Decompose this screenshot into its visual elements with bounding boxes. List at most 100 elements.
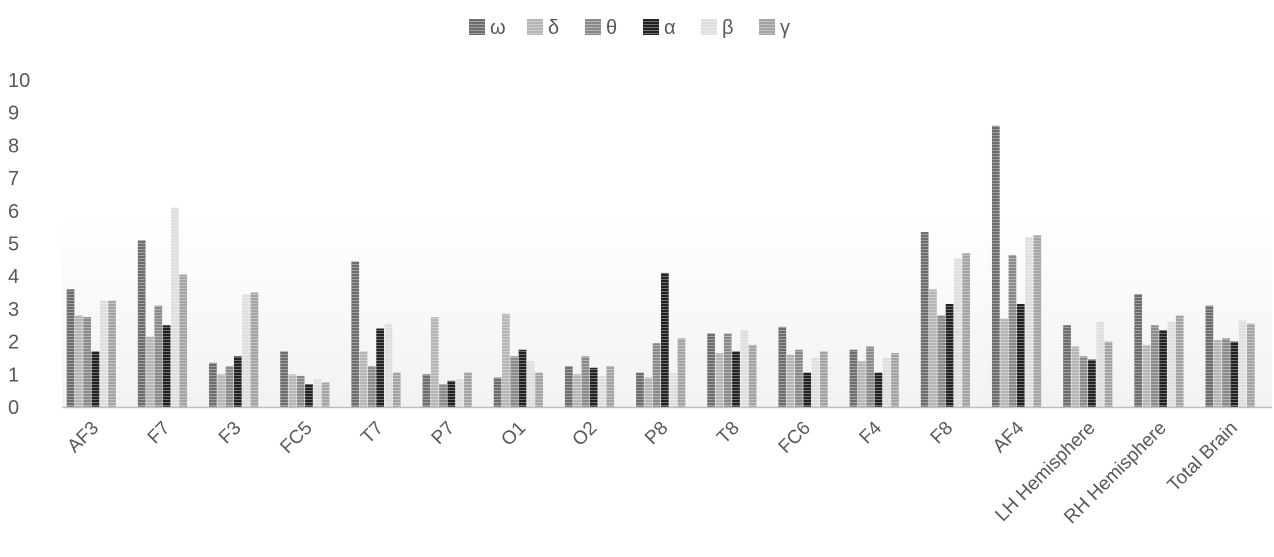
bar-texture (359, 351, 368, 407)
bar-texture (573, 374, 581, 407)
y-tick-label: 3 (8, 299, 19, 321)
bar-texture (1088, 359, 1096, 407)
y-tick-label: 1 (8, 364, 19, 386)
bar-texture (920, 232, 929, 407)
bar-texture (606, 366, 615, 407)
bar-texture (242, 294, 250, 407)
bar-texture (1008, 254, 1017, 407)
bar-texture (748, 344, 757, 407)
bar-texture (1071, 346, 1080, 407)
bar-texture (384, 323, 393, 407)
bar-texture (502, 313, 510, 407)
x-tick-label: AF3 (64, 418, 103, 457)
bar-texture (66, 289, 75, 407)
bar-texture (1096, 321, 1105, 407)
bar-texture (786, 354, 795, 407)
bar-texture (535, 372, 543, 407)
bar-texture (857, 361, 866, 407)
bar-texture (778, 326, 787, 407)
bar-texture (1000, 318, 1008, 407)
legend-label: θ (606, 17, 617, 39)
bar-texture (510, 356, 519, 407)
x-tick-label: O1 (497, 418, 530, 451)
bar-texture (321, 382, 330, 407)
bar-texture (795, 349, 803, 407)
bar-texture (493, 377, 502, 407)
bar-texture (581, 356, 590, 407)
bar-texture (137, 240, 146, 407)
bar-texture (819, 351, 828, 407)
bar-texture (1175, 315, 1184, 407)
bar-texture (669, 372, 677, 407)
bar-texture (1079, 356, 1088, 407)
bar-texture (652, 343, 661, 407)
bar-texture (707, 333, 715, 407)
bar-texture (422, 374, 431, 407)
bar-texture (430, 317, 439, 407)
bar-texture (1134, 294, 1143, 407)
bar-texture (91, 351, 100, 407)
y-tick-label: 6 (8, 201, 19, 223)
bar-texture (803, 372, 812, 407)
bar-texture (564, 366, 573, 407)
bar-texture (1142, 344, 1151, 407)
bar-texture (179, 274, 188, 407)
bar-texture (945, 303, 954, 407)
x-tick-label: Total Brain (1164, 418, 1242, 496)
x-tick-label: F3 (215, 418, 246, 449)
bar-texture (849, 349, 858, 407)
bar-texture (154, 305, 163, 407)
bar-texture (1205, 305, 1214, 407)
bar-texture (1167, 321, 1176, 407)
bar-texture (209, 362, 217, 407)
y-tick-label: 10 (8, 70, 30, 92)
plot-area (62, 125, 1272, 407)
bar-texture (305, 384, 313, 407)
bar-texture (83, 317, 91, 407)
bar-texture (1159, 330, 1167, 407)
x-tick-label: AF4 (989, 417, 1029, 457)
y-tick-label: 0 (8, 397, 19, 419)
bar-texture (439, 384, 447, 407)
bar-texture (811, 357, 820, 407)
bar-texture (225, 366, 234, 407)
bar-texture (464, 372, 472, 407)
x-tick-label: T7 (357, 418, 388, 449)
x-tick-label: F7 (144, 418, 175, 449)
legend-label: δ (548, 17, 559, 39)
bar-texture (677, 338, 686, 407)
y-tick-label: 9 (8, 103, 19, 125)
y-tick-label: 2 (8, 332, 19, 354)
x-tick-label: FC5 (276, 418, 316, 458)
bar-texture (1063, 325, 1071, 407)
bar-texture (288, 374, 297, 407)
bar-texture (1213, 339, 1222, 407)
x-tick-label: F4 (856, 417, 887, 448)
legend-label: γ (780, 17, 790, 39)
bar-texture (1230, 341, 1239, 407)
y-tick-label: 8 (8, 135, 19, 157)
bar-texture (937, 315, 946, 407)
bar-texture (526, 361, 535, 407)
bar-texture (217, 374, 226, 407)
bar-texture (162, 325, 171, 407)
bar-texture (447, 380, 456, 407)
bar-texture (108, 300, 116, 407)
x-tick-label: T8 (713, 418, 744, 449)
bar-texture (1222, 338, 1230, 407)
bar-texture (1104, 341, 1113, 407)
bar-texture (74, 315, 83, 407)
bar-texture (1150, 325, 1159, 407)
bar-texture (874, 372, 883, 407)
bar-texture (866, 346, 874, 407)
x-tick-label: P7 (428, 418, 459, 449)
bar-texture (392, 372, 401, 407)
bar-texture (661, 272, 669, 407)
bar-texture (882, 357, 891, 407)
bar-texture (455, 379, 464, 407)
bar-texture (1033, 235, 1042, 407)
bar-texture (280, 351, 288, 407)
legend-swatch-texture (469, 19, 485, 35)
